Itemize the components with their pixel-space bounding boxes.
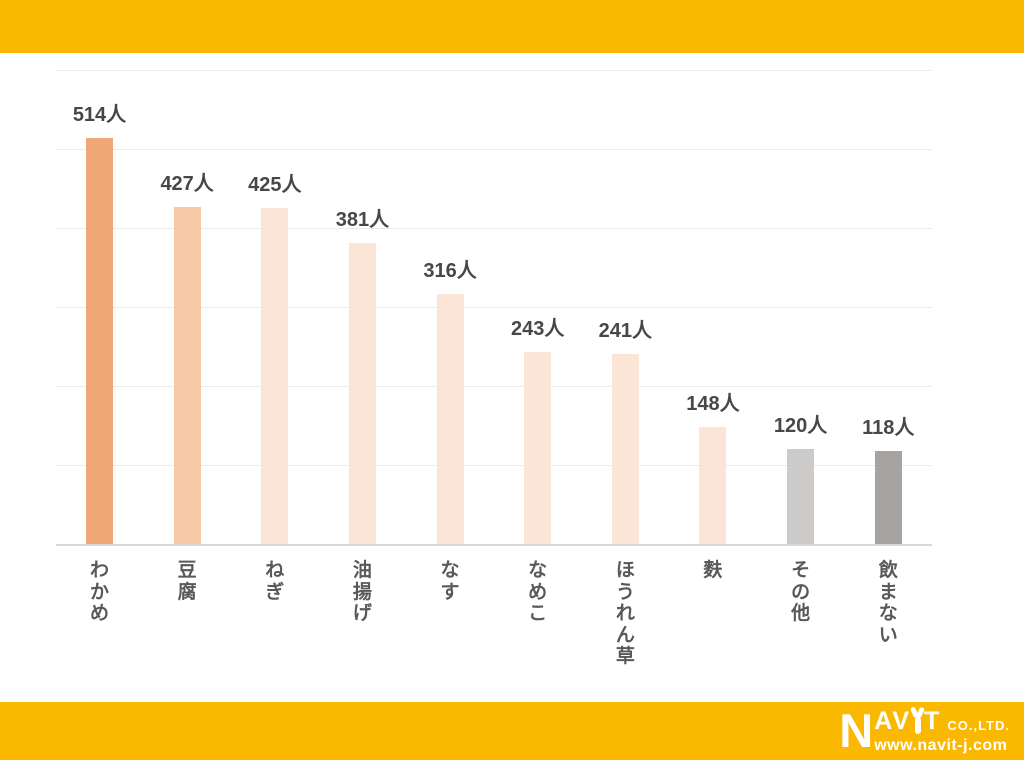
logo-letters-av: AV [874, 707, 912, 735]
x-axis-line [56, 544, 932, 546]
bar-category-label: その他 [791, 560, 811, 624]
bar [348, 243, 376, 544]
bar-value-label: 316人 [423, 260, 477, 283]
bar [787, 449, 815, 544]
bar-value-label: 381人 [335, 209, 390, 231]
bar [86, 137, 113, 544]
bar-category-label: 麩 [703, 560, 723, 581]
gridline [56, 386, 932, 387]
top-band [0, 0, 1024, 53]
gridline [56, 228, 932, 229]
gridline [56, 70, 932, 71]
bar-value-label: 243人 [511, 318, 565, 341]
logo-letter-n: N [839, 703, 873, 757]
bar-value-label: 427人 [160, 172, 214, 195]
gridline [56, 307, 932, 308]
bar [874, 450, 902, 544]
bar [173, 206, 201, 544]
bar-category-label: ねぎ [265, 560, 285, 603]
bar-value-label: 118人 [862, 416, 915, 439]
bar-value-label: 425人 [248, 174, 302, 197]
bar-value-label: 514人 [72, 103, 127, 126]
bar [436, 294, 464, 544]
bar-category-label: 飲まない [878, 560, 898, 646]
gridline [56, 465, 932, 466]
bar-value-label: 148人 [686, 393, 740, 416]
bar [611, 353, 639, 544]
navit-logo: N AV T CO.,LTD. www.navit-j.com [839, 703, 1010, 757]
bottom-band: N AV T CO.,LTD. www.navit-j.com [0, 702, 1024, 760]
bar [524, 352, 552, 544]
bar [261, 208, 289, 544]
gridline [56, 149, 932, 150]
bar-category-label: わかめ [89, 560, 110, 624]
rabbit-ears-i-icon [910, 706, 925, 734]
bar-category-label: 油揚げ [352, 560, 372, 624]
bar-category-label: ほうれん草 [615, 560, 635, 667]
logo-url: www.navit-j.com [874, 737, 1008, 754]
bar-category-label: なす [440, 560, 460, 603]
logo-co-ltd: CO.,LTD. [947, 718, 1010, 733]
bar-category-label: 豆腐 [177, 560, 197, 603]
bar-category-label: なめこ [528, 560, 548, 624]
chart-plot: 514人わかめ 427人豆腐 425人ねぎ 381人油揚げ 316人なす 243人なめこ 2… [0, 53, 1024, 702]
bar [699, 427, 727, 544]
logo-letter-t: T [924, 707, 942, 735]
bar-value-label: 120人 [773, 415, 828, 438]
bar-value-label: 241人 [598, 319, 653, 342]
